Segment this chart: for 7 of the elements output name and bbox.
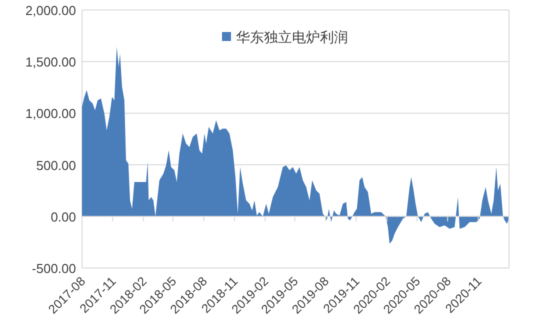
legend-label: 华东独立电炉利润 [236,29,348,45]
y-tick-label: 1,500.00 [25,54,76,70]
y-tick-label: 0.00 [50,209,76,224]
y-tick-label: -500.00 [32,261,76,276]
y-tick-label: 1,000.00 [25,106,76,122]
y-tick-label: 500.00 [36,158,76,173]
y-tick-label: 2,000.00 [25,3,76,18]
